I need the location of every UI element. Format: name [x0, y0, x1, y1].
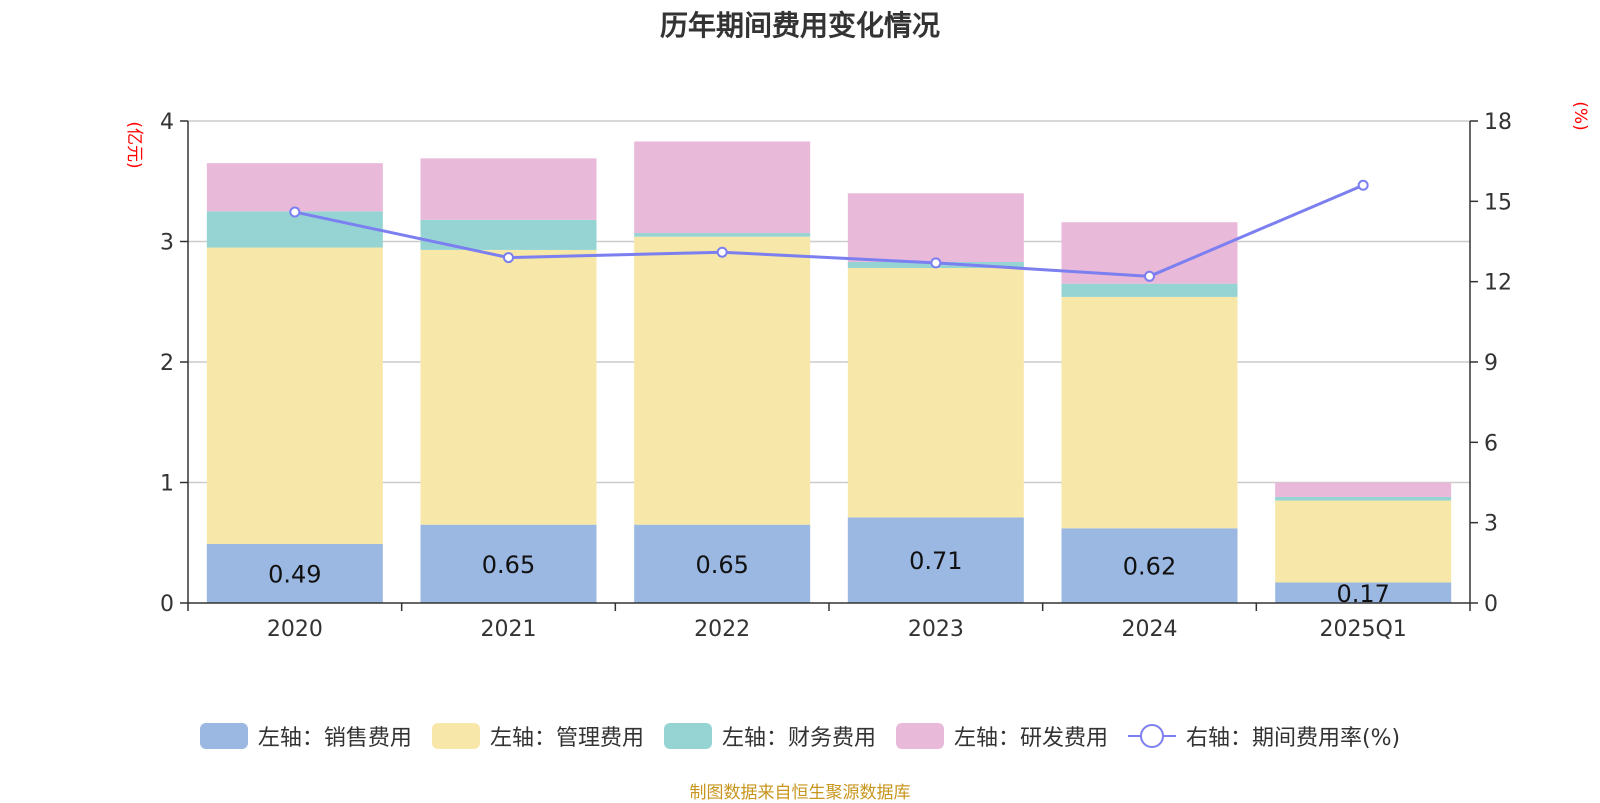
legend-label: 左轴：研发费用 [953, 726, 1108, 751]
rate-line [289, 179, 1369, 282]
chart-title: 历年期间费用变化情况 [659, 9, 940, 42]
bar-value-label: 0.49 [268, 560, 321, 588]
legend-item[interactable]: 右轴：期间费用率(%) [1127, 720, 1401, 752]
left-tick-label: 3 [160, 231, 174, 256]
rate-point [716, 246, 728, 258]
x-tick-label: 2021 [481, 617, 537, 642]
right-tick-label: 15 [1484, 190, 1512, 215]
data-labels: 0.49 0.65 0.65 0.71 0.62 0.17 [268, 547, 1390, 608]
legend: 左轴：销售费用 左轴：管理费用 左轴：财务费用 左轴：研发费用 右轴：期间费用率(%) [0, 720, 1600, 752]
rate-point [930, 257, 942, 269]
bar-segment [206, 163, 383, 212]
bar-value-label: 0.71 [909, 547, 962, 575]
bar-segment [1275, 582, 1452, 603]
x-tick-label: 2023 [908, 617, 964, 642]
bar-segment [420, 249, 597, 525]
legend-item[interactable]: 左轴：研发费用 [895, 720, 1108, 752]
right-tick-label: 12 [1484, 271, 1512, 296]
bar-segment [206, 543, 383, 603]
gridlines [188, 120, 1470, 484]
bar-segment [634, 233, 811, 237]
left-tick-label: 0 [160, 592, 174, 617]
legend-swatch [431, 723, 480, 749]
rate-point [1144, 270, 1155, 282]
bar-segment [1275, 482, 1452, 497]
bar-segment [1061, 528, 1238, 603]
left-axis-unit: (亿元) [124, 121, 144, 168]
bar-value-label: 0.65 [482, 551, 535, 579]
right-tick-label: 0 [1484, 592, 1498, 617]
right-tick-label: 6 [1484, 431, 1498, 456]
legend-swatch [199, 723, 248, 749]
bar-segment [420, 524, 597, 603]
bar-segment [1061, 296, 1238, 529]
bar-segment [1275, 496, 1452, 501]
right-tick-label: 18 [1484, 110, 1512, 135]
legend-item[interactable]: 左轴：管理费用 [431, 720, 644, 752]
right-tick-label: 9 [1484, 351, 1498, 376]
rate-point [503, 252, 514, 264]
legend-line-icon [1127, 723, 1176, 749]
legend-swatch [895, 723, 944, 749]
bar-segment [634, 524, 811, 603]
x-tick-label: 2022 [694, 617, 750, 642]
left-tick-label: 1 [160, 472, 174, 497]
x-tick-label: 2020 [267, 617, 323, 642]
bar-segment [847, 517, 1024, 603]
right-tick-label: 3 [1484, 512, 1498, 537]
legend-label: 左轴：销售费用 [257, 726, 412, 751]
legend-item[interactable]: 左轴：财务费用 [663, 720, 876, 752]
legend-label: 右轴：期间费用率(%) [1185, 726, 1401, 751]
left-tick-label: 2 [160, 351, 174, 376]
bar-segment [206, 247, 383, 544]
legend-label: 左轴：财务费用 [721, 726, 876, 751]
bar-segment [420, 158, 597, 220]
bar-segment [1061, 283, 1238, 297]
bar-value-label: 0.65 [695, 551, 748, 579]
bars [206, 141, 1452, 603]
bar-segment [634, 236, 811, 525]
rate-line-path [294, 183, 1364, 278]
bar-segment [847, 193, 1024, 262]
left-tick-label: 4 [160, 110, 174, 135]
rate-point [289, 206, 301, 218]
right-axis-unit: (%) [1570, 101, 1590, 130]
x-tick-label: 2025Q1 [1320, 617, 1407, 642]
bar-segment [1275, 500, 1452, 583]
x-tick-label: 2024 [1122, 617, 1178, 642]
rate-point [1357, 179, 1369, 191]
legend-label: 左轴：管理费用 [489, 726, 644, 751]
bar-segment [634, 141, 811, 234]
bar-value-label: 0.17 [1336, 580, 1389, 608]
bar-segment [847, 268, 1024, 518]
bar-value-label: 0.62 [1123, 553, 1176, 581]
legend-swatch [663, 723, 712, 749]
legend-item[interactable]: 左轴：销售费用 [199, 720, 412, 752]
source-note: 制图数据来自恒生聚源数据库 [689, 783, 911, 803]
